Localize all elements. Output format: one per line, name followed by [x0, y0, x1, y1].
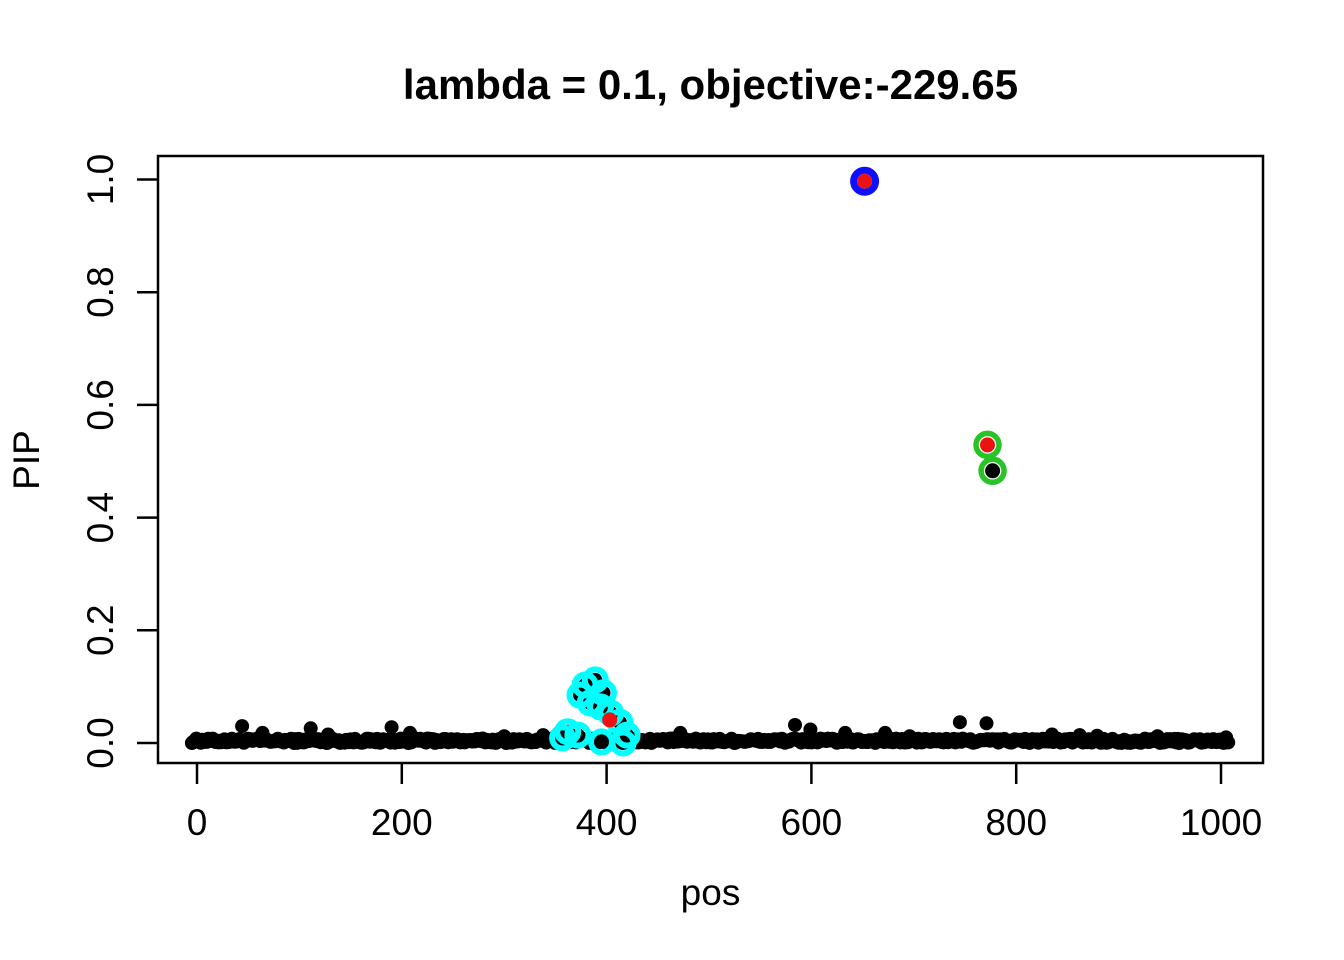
black-point [985, 463, 1001, 479]
x-tick-label: 0 [187, 802, 208, 843]
green-highlight-ring [978, 456, 1007, 486]
blue-highlight-ring [850, 166, 880, 196]
y-tick-label: 0.8 [80, 266, 121, 317]
plot-box [156, 154, 1265, 765]
data-point [673, 725, 688, 740]
cyan-highlight-ring [613, 721, 641, 749]
y-tick-label: 0.0 [80, 717, 121, 768]
green-highlight-ring [973, 430, 1002, 460]
data-point [1219, 730, 1234, 745]
red-point [602, 712, 618, 728]
x-tick-label: 600 [781, 802, 843, 843]
data-point [235, 719, 250, 734]
data-point [878, 725, 893, 740]
data-point [403, 725, 417, 740]
data-point [902, 729, 917, 744]
x-axis-label: pos [680, 872, 741, 913]
x-tick-label: 1000 [1180, 802, 1262, 843]
red-point [857, 173, 873, 189]
data-point [255, 725, 270, 740]
data-point [497, 729, 512, 744]
data-point [979, 716, 994, 731]
x-tick-label: 800 [985, 802, 1047, 843]
y-tick-label: 0.4 [80, 492, 121, 543]
data-point [536, 728, 551, 743]
cyan-highlight-ring [549, 724, 577, 752]
y-tick-label: 1.0 [80, 154, 121, 205]
x-tick-label: 400 [576, 802, 638, 843]
red-point [980, 437, 995, 453]
chart-title: lambda = 0.1, objective:-229.65 [402, 61, 1019, 108]
y-tick-label: 0.2 [80, 605, 121, 656]
data-point [303, 721, 318, 736]
data-point [952, 715, 967, 730]
x-tick-label: 200 [371, 802, 433, 843]
data-point [803, 722, 818, 737]
data-point [1072, 728, 1087, 743]
data-point [788, 718, 802, 732]
data-point [1150, 729, 1165, 744]
data-point [1045, 727, 1059, 742]
y-axis-label: PIP [6, 430, 47, 490]
y-tick-label: 0.6 [80, 379, 121, 430]
data-point [838, 725, 853, 740]
data-point [321, 727, 336, 742]
cyan-highlight-ring [564, 721, 592, 749]
data-point [384, 720, 399, 735]
cluster-point [594, 734, 609, 749]
data-point [1090, 728, 1105, 743]
